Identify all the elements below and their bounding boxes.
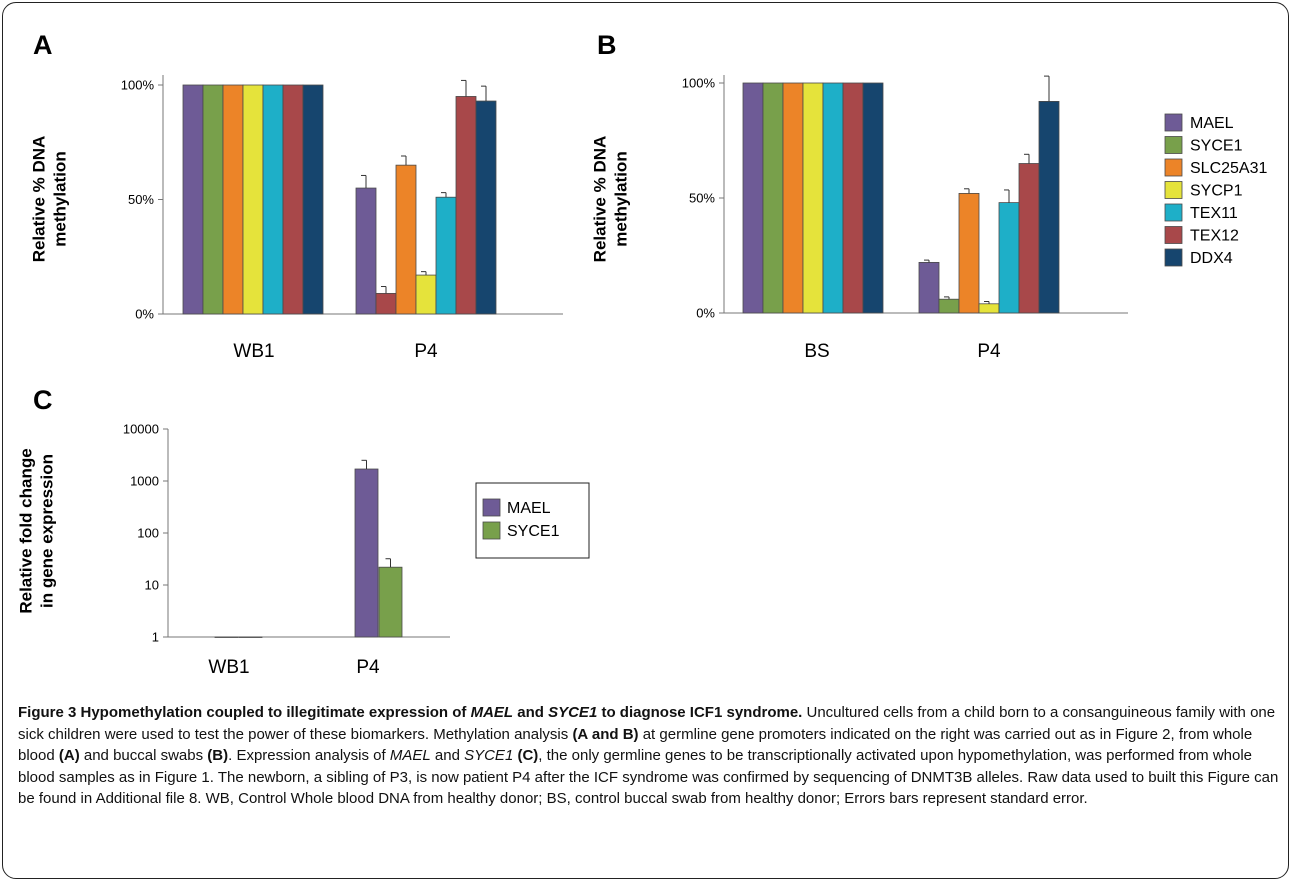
legend-swatch-sycp1 <box>1164 181 1183 199</box>
panel-a-x-label: WB1 <box>233 341 274 362</box>
figure-caption: Figure 3 Hypomethylation coupled to ille… <box>18 702 1280 810</box>
panel-a-bar-p4-tex12 <box>375 292 397 315</box>
panel-b-bar-mael <box>742 82 764 314</box>
legend-label-tex12: TEX12 <box>1190 228 1239 245</box>
panel-b-bar-p4-ddx4 <box>1038 101 1060 314</box>
panel-b-bar-p4-sycp1 <box>978 303 1000 314</box>
panel-c-legend-box <box>475 482 590 559</box>
caption-title-mael: MAEL <box>470 704 514 721</box>
panel-c-legend-label-mael: MAEL <box>507 500 551 517</box>
panel-a-bar-slc25a31 <box>222 84 244 315</box>
legend-label-sycp1: SYCP1 <box>1190 183 1243 200</box>
legend-swatch-tex12 <box>1164 226 1183 244</box>
panel-c-y-axis-label: Relative fold change <box>17 448 36 613</box>
panel-c-y-tick-label: 10 <box>145 578 159 593</box>
legend-label-syce1: SYCE1 <box>1190 138 1243 155</box>
caption-ref-ab: (A and B) <box>572 725 639 743</box>
panel-a-bar-p4-sycp1 <box>415 274 437 315</box>
panel-a-letter: A <box>33 30 53 60</box>
legend-swatch-mael <box>1164 113 1183 132</box>
panel-b-bar-slc25a31 <box>782 82 804 314</box>
panel-b-bar-p4-tex12 <box>1018 163 1040 314</box>
panel-c-bar-mael-wb1 <box>214 636 239 638</box>
panel-c-y-tick-label: 1000 <box>130 474 159 489</box>
caption-text-5: and <box>430 747 465 764</box>
panel-a-bar-syce1 <box>202 84 224 315</box>
caption-text-3: and buccal swabs <box>79 747 208 764</box>
panel-b-bar-p4-slc25a31 <box>958 192 980 314</box>
panel-a-y-axis-label: Relative % DNA <box>30 136 49 263</box>
panel-a-bar-p4-tex12 <box>455 96 477 315</box>
panel-a-bar-tex12 <box>282 84 304 315</box>
panel-b-bar-p4-syce1 <box>938 298 960 314</box>
caption-syce1: SYCE1 <box>464 747 514 764</box>
panel-b-bar-p4-mael <box>918 261 940 314</box>
caption-title-syce1: SYCE1 <box>548 704 598 721</box>
panel-a-bar-p4-slc25a31 <box>395 164 417 315</box>
caption-text-7: , the only germline genes to be transcri… <box>18 747 1279 807</box>
panel-b-bar-tex12 <box>842 82 864 314</box>
panel-c-y-tick-label: 10000 <box>123 422 159 437</box>
panel-c-bar-syce1-p4 <box>378 566 403 638</box>
panel-c-y-tick-label: 100 <box>137 526 159 541</box>
caption-mael: MAEL <box>389 747 431 764</box>
caption-text-4: . Expression analysis of <box>228 747 390 764</box>
panel-a-bar-mael <box>182 84 204 315</box>
panel-a-bar-p4-mael <box>355 187 377 315</box>
panel-b-letter: B <box>597 30 617 60</box>
panel-b-bar-ddx4 <box>862 82 884 314</box>
caption-title-and: and <box>513 704 549 721</box>
panel-a-y-axis-label: methylation <box>51 151 70 246</box>
caption-title: Figure 3 Hypomethylation coupled to ille… <box>18 704 471 721</box>
caption-title-end: to diagnose ICF1 syndrome. <box>597 704 803 721</box>
panel-a-bar-sycp1 <box>242 84 264 315</box>
panel-a-y-tick-label: 0% <box>135 307 154 322</box>
panel-a-bar-ddx4 <box>302 84 324 315</box>
caption-ref-c: (C) <box>517 747 539 764</box>
panel-b-bar-p4-tex11 <box>998 202 1020 314</box>
panel-a-bar-p4-ddx4 <box>475 100 497 315</box>
panel-b-y-tick-label: 0% <box>696 306 715 321</box>
panel-c-legend-swatch-syce1 <box>482 521 501 540</box>
legend-swatch-tex11 <box>1164 203 1183 222</box>
caption-ref-a: (A) <box>58 747 80 764</box>
caption-text-1: Uncultured cells from a child born to a … <box>18 704 1276 743</box>
panel-b-y-axis-label: Relative % DNA <box>591 136 610 263</box>
panel-c-x-label: P4 <box>356 657 380 678</box>
legend-label-slc25a31: SLC25A31 <box>1190 160 1267 177</box>
panel-a-bar-p4-tex11 <box>435 196 457 315</box>
legend-swatch-ddx4 <box>1164 248 1183 267</box>
panel-b-y-tick-label: 100% <box>682 76 716 91</box>
panel-b-y-axis-label: methylation <box>612 151 631 246</box>
panel-c-x-label: WB1 <box>208 657 249 678</box>
legend-swatch-syce1 <box>1164 136 1183 154</box>
panel-b-bar-sycp1 <box>802 82 824 314</box>
panel-a-y-tick-label: 100% <box>121 78 155 93</box>
caption-ref-b: (B) <box>207 747 229 764</box>
panel-b-x-label: P4 <box>977 341 1001 362</box>
panel-a-y-tick-label: 50% <box>128 192 154 207</box>
panel-c-letter: C <box>33 385 53 415</box>
panel-a-x-label: P4 <box>414 341 438 362</box>
legend-swatch-slc25a31 <box>1164 158 1183 177</box>
panel-b-bar-syce1 <box>762 82 784 314</box>
panel-c-legend-label-syce1: SYCE1 <box>507 523 560 540</box>
caption-text-2: at germline gene promoters indicated on … <box>18 725 1253 765</box>
legend-label-ddx4: DDX4 <box>1190 250 1233 267</box>
panel-c-y-axis-label: in gene expression <box>38 454 57 608</box>
legend-label-tex11: TEX11 <box>1190 205 1238 222</box>
panel-c-y-tick-label: 1 <box>152 630 159 645</box>
panel-a-bar-tex11 <box>262 84 284 315</box>
panel-b-x-label: BS <box>804 341 829 362</box>
panel-b-y-tick-label: 50% <box>689 191 715 206</box>
panel-c-bar-mael-p4 <box>354 468 379 638</box>
panel-c-legend-swatch-mael <box>482 498 501 517</box>
legend-label-mael: MAEL <box>1190 115 1234 132</box>
panel-c-bar-syce1-wb1 <box>238 636 263 638</box>
panel-b-bar-tex11 <box>822 82 844 314</box>
